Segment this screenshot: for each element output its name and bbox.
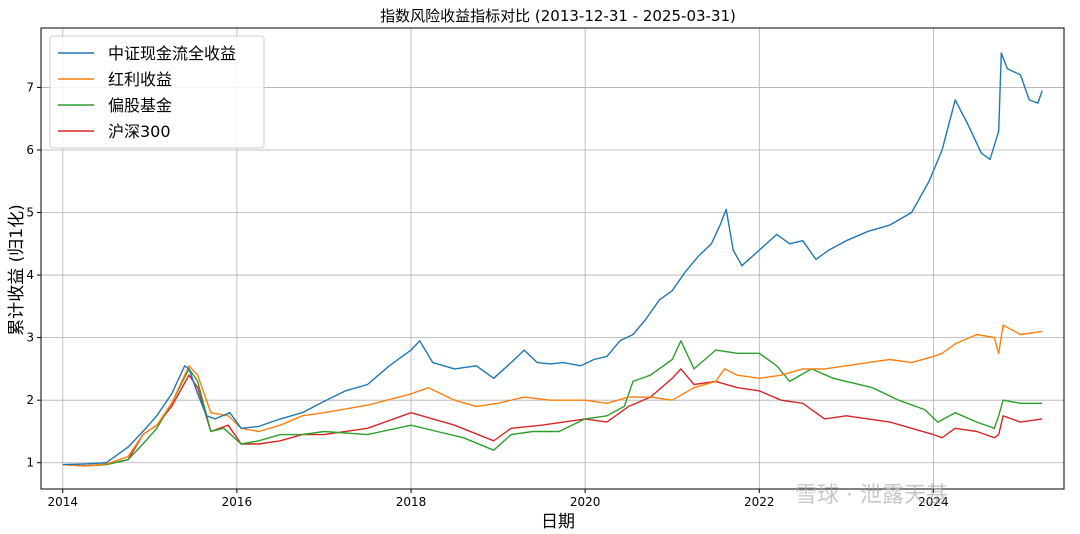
plot-area	[40, 27, 1065, 490]
y-tick-label: 4	[26, 268, 34, 282]
x-tick-label: 2014	[47, 495, 78, 509]
y-tick-label: 2	[26, 393, 34, 407]
series-line-2	[62, 340, 1043, 467]
y-tick-label: 7	[26, 80, 34, 94]
y-tick-label: 3	[26, 331, 34, 345]
y-tick-label: 6	[26, 143, 34, 157]
legend-box	[49, 35, 265, 149]
chart-title: 指数风险收益指标对比 (2013-12-31 - 2025-03-31)	[380, 7, 736, 25]
x-tick-label: 2022	[744, 495, 775, 509]
series-line-1	[62, 324, 1043, 467]
series-layer	[62, 52, 1043, 467]
x-tick-label: 2024	[918, 495, 949, 509]
legend-label: 中证现金流全收益	[108, 44, 236, 63]
legend-label: 红利收益	[108, 70, 172, 89]
grid	[41, 28, 1064, 489]
legend-label: 偏股基金	[108, 96, 172, 115]
x-axis-title: 日期	[541, 512, 575, 532]
watermark-text: 雪球 · 泄露天基	[795, 483, 948, 508]
x-tick-label: 2016	[222, 495, 253, 509]
y-axis-title: 累计收益 (归1化)	[7, 204, 27, 335]
y-tick-label: 1	[26, 456, 34, 470]
tick-layer: 2014 2016 2018 2020 2022 2024 1 2 3 4 5 6 7	[26, 80, 948, 509]
legend-label: 沪深300	[108, 122, 171, 141]
x-tick-label: 2020	[570, 495, 601, 509]
y-tick-label: 5	[26, 206, 34, 220]
series-line-3	[62, 368, 1043, 467]
series-line-0	[62, 52, 1043, 466]
x-tick-label: 2018	[396, 495, 427, 509]
